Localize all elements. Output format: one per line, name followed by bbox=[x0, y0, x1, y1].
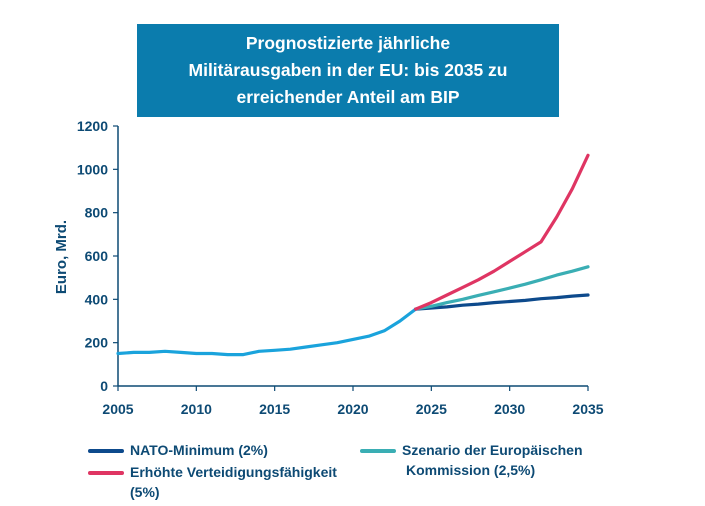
x-tick-label: 2035 bbox=[572, 401, 603, 417]
x-axis: 2005 2010 2015 2020 2025 2030 2035 bbox=[102, 385, 604, 417]
series-line-nato-minimum-2 bbox=[414, 293, 590, 311]
chart-title: Prognostizierte jährliche Militärausgabe… bbox=[137, 24, 559, 117]
x-tick-label: 2015 bbox=[259, 401, 290, 417]
series-line-erh-hte-verteidigungsf-higkeit-5 bbox=[414, 153, 590, 311]
y-tick-label: 1000 bbox=[77, 161, 108, 177]
x-tick-label: 2005 bbox=[102, 401, 133, 417]
y-tick-label: 600 bbox=[85, 248, 109, 264]
x-tick-label: 2010 bbox=[181, 401, 212, 417]
title-line-3: erreichender Anteil am BIP bbox=[236, 87, 460, 107]
legend-item-eu: Szenario der Europäischen Kommission (2,… bbox=[360, 440, 660, 480]
y-tick-label: 1200 bbox=[77, 118, 108, 134]
legend-label-nato: NATO-Minimum (2%) bbox=[130, 442, 268, 458]
legend-label-eu-line1: Szenario der Europäischen bbox=[402, 442, 583, 458]
legend-label-high-line1: Erhöhte Verteidigungsfähigkeit bbox=[130, 464, 337, 480]
y-axis-label: Euro, Mrd. bbox=[53, 220, 70, 294]
legend-label-eu: Szenario der Europäischen Kommission (2,… bbox=[402, 440, 583, 480]
series-line-historisch bbox=[116, 307, 418, 357]
title-line-1: Prognostizierte jährliche bbox=[245, 33, 451, 53]
y-tick-label: 400 bbox=[85, 291, 109, 307]
x-tick-label: 2030 bbox=[494, 401, 525, 417]
x-tick-label: 2020 bbox=[337, 401, 368, 417]
y-tick-label: 200 bbox=[85, 335, 109, 351]
legend-label-eu-line2: Kommission (2,5%) bbox=[406, 462, 536, 478]
series-line-szenario-der-europ-ischen-kommission-2-5 bbox=[414, 265, 590, 311]
x-tick-label: 2025 bbox=[416, 401, 447, 417]
legend-label-high: Erhöhte Verteidigungsfähigkeit (5%) bbox=[130, 462, 337, 502]
series-layer bbox=[116, 153, 590, 357]
legend-swatch-eu bbox=[360, 449, 396, 453]
y-tick-label: 0 bbox=[100, 378, 108, 394]
y-tick-label: 800 bbox=[85, 205, 109, 221]
legend-label-high-line2: (5%) bbox=[130, 484, 160, 500]
legend-item-nato: NATO-Minimum (2%) bbox=[88, 440, 368, 460]
title-line-2: Militärausgaben in der EU: bis 2035 zu bbox=[188, 60, 508, 80]
y-axis: 0 200 400 600 800 1000 1200 bbox=[77, 118, 119, 394]
legend-swatch-nato bbox=[88, 449, 124, 453]
legend-swatch-high bbox=[88, 471, 124, 475]
legend-item-high: Erhöhte Verteidigungsfähigkeit (5%) bbox=[88, 462, 408, 502]
